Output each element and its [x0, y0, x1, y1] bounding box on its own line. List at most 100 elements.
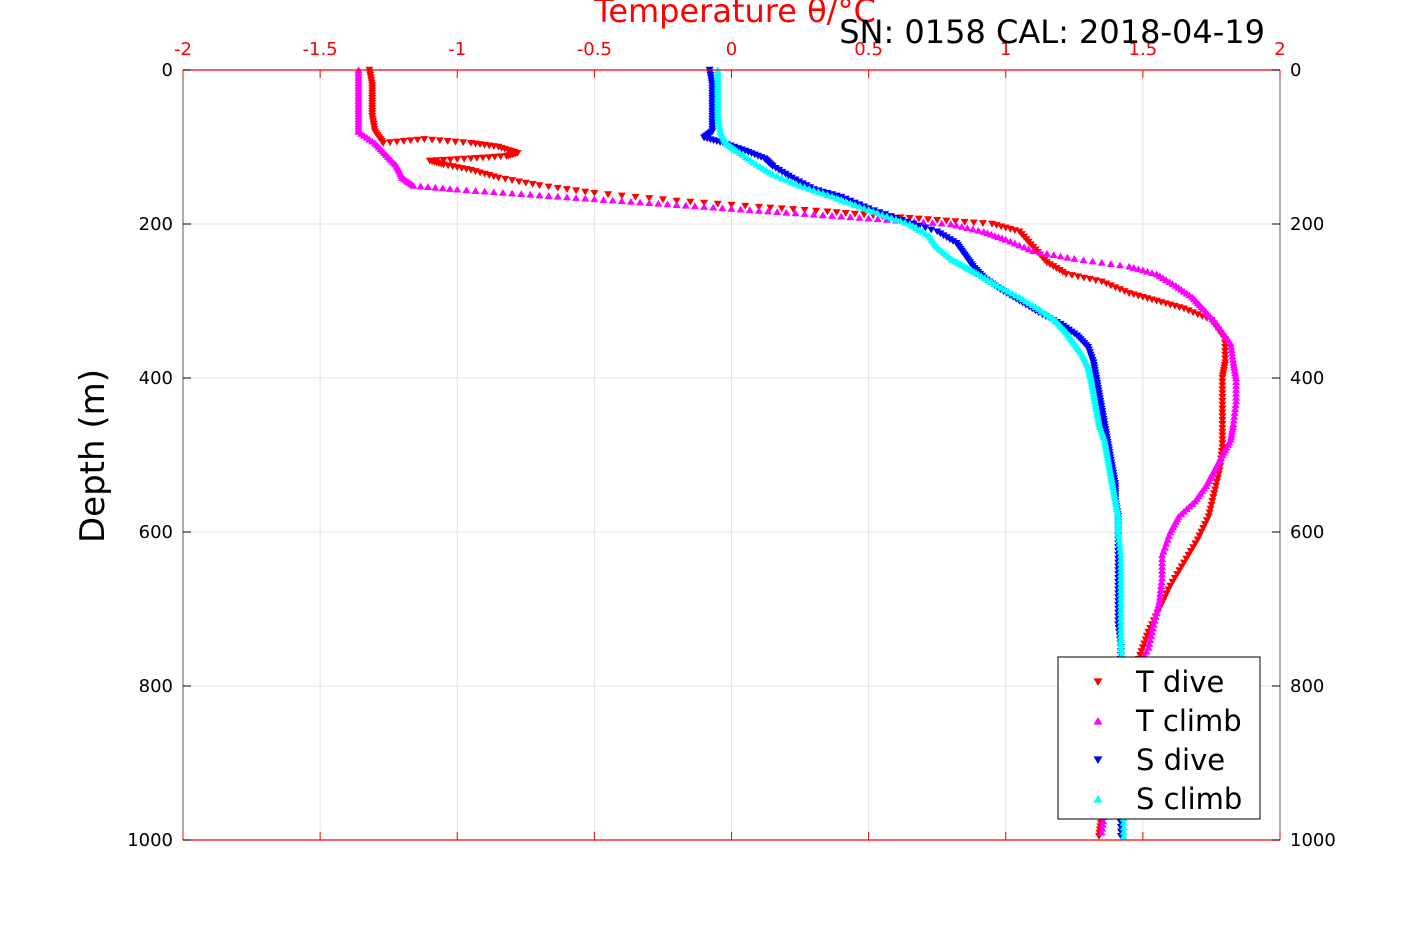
data-point [1148, 628, 1157, 636]
data-point [1195, 532, 1204, 540]
data-point [459, 139, 468, 147]
data-point [617, 192, 626, 200]
data-point [617, 197, 626, 205]
data-point [1042, 259, 1051, 267]
data-point [1211, 486, 1220, 494]
x-tick-label: -1 [448, 39, 466, 60]
data-point [1157, 578, 1166, 586]
data-point [490, 153, 499, 161]
data-point [1024, 245, 1033, 253]
y-tick-label-left: 600 [139, 522, 173, 543]
data-point [1102, 280, 1111, 288]
data-point [423, 183, 432, 190]
data-point [1097, 258, 1106, 266]
data-point [1198, 313, 1207, 320]
data-point [952, 221, 961, 229]
data-point [1145, 640, 1154, 647]
data-point [1020, 243, 1029, 251]
data-point [860, 211, 869, 219]
data-point [832, 194, 841, 202]
data-point [1158, 570, 1167, 578]
data-point [978, 220, 987, 227]
data-point [480, 187, 489, 195]
data-point [1231, 405, 1240, 412]
data-point [528, 181, 537, 188]
data-point [1232, 393, 1241, 401]
data-point [1232, 382, 1241, 389]
data-point [544, 183, 553, 191]
data-point [453, 156, 462, 163]
data-point [768, 170, 777, 178]
data-point [478, 154, 487, 162]
data-point [1117, 647, 1126, 655]
data-point [914, 215, 923, 223]
data-point [789, 206, 798, 213]
x-tick-label: 1 [1000, 39, 1011, 60]
data-point [1068, 272, 1077, 279]
data-point [654, 199, 663, 207]
data-point [850, 210, 859, 218]
data-point [892, 215, 901, 223]
data-point [1116, 547, 1125, 555]
data-point [709, 203, 718, 211]
data-point [809, 210, 818, 218]
data-point [466, 155, 475, 163]
data-point [1116, 628, 1125, 636]
data-point [1227, 342, 1236, 350]
data-point [818, 189, 827, 197]
data-point [535, 182, 544, 190]
data-point [1154, 601, 1163, 609]
data-point [1116, 566, 1125, 574]
data-point [1116, 555, 1125, 563]
data-point [841, 197, 850, 205]
data-point [514, 178, 523, 186]
data-point [869, 207, 878, 215]
data-point [1150, 616, 1159, 624]
data-point [1098, 824, 1107, 832]
data-point [700, 203, 709, 210]
data-point [443, 138, 452, 145]
data-point [1149, 620, 1158, 628]
data-point [439, 156, 448, 164]
data-point [741, 202, 750, 210]
data-point [1218, 401, 1227, 409]
data-point [781, 170, 790, 178]
data-point [599, 196, 608, 203]
data-point [1115, 536, 1124, 543]
data-point [860, 204, 869, 212]
y-axis-label: Depth (m) [73, 369, 113, 543]
data-point [787, 174, 796, 182]
x-tick-label: -0.5 [577, 39, 612, 60]
data-point [887, 214, 896, 222]
data-point [562, 193, 571, 201]
data-point [1201, 521, 1210, 528]
data-point [1134, 265, 1143, 273]
data-point [496, 153, 505, 161]
x-tick-label: 0.5 [854, 39, 883, 60]
data-point [823, 208, 832, 216]
x-tick-label: 1.5 [1129, 39, 1158, 60]
data-point [1166, 582, 1175, 590]
data-point [1114, 532, 1123, 540]
data-point [1218, 382, 1227, 390]
data-point [901, 218, 910, 226]
data-point [1162, 590, 1171, 598]
data-point [882, 212, 891, 220]
data-point [1232, 389, 1241, 397]
data-point [1070, 255, 1079, 262]
data-point [1218, 413, 1227, 421]
data-point [800, 210, 809, 217]
data-point [1085, 275, 1094, 283]
data-point [784, 172, 793, 180]
data-point [1116, 261, 1125, 269]
y-tick-label-left: 200 [139, 214, 173, 235]
x-tick-label: 0 [726, 39, 737, 60]
data-point [1116, 574, 1125, 582]
data-point [1158, 551, 1167, 559]
data-point [1116, 570, 1125, 578]
data-point [736, 205, 745, 213]
data-point [1116, 286, 1125, 294]
data-point [1193, 311, 1202, 319]
legend-marker [1093, 794, 1103, 803]
